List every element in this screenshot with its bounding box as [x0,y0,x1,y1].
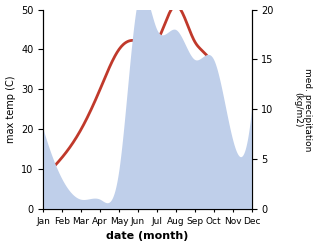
Y-axis label: med. precipitation
(kg/m2): med. precipitation (kg/m2) [293,68,313,151]
X-axis label: date (month): date (month) [106,231,189,242]
Y-axis label: max temp (C): max temp (C) [5,76,16,143]
